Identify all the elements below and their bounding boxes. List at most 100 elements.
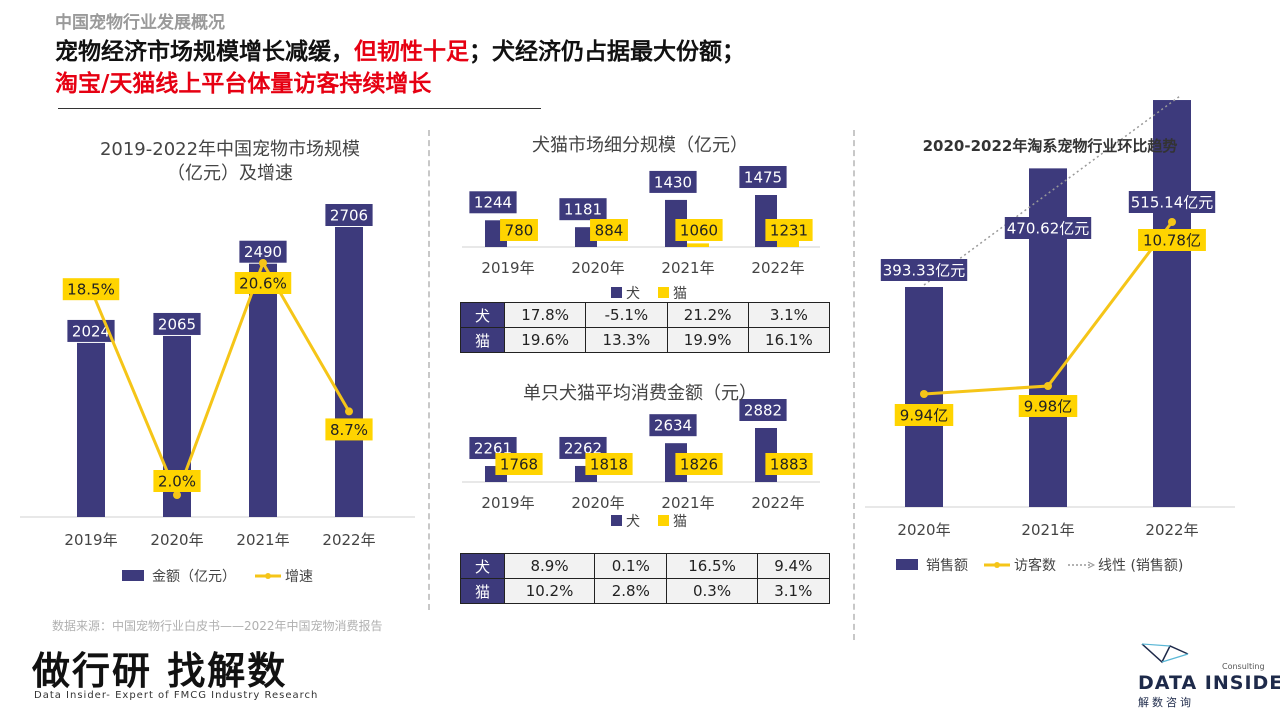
chart2-dog-label-3: 1475 (744, 168, 782, 186)
table-cell: 10.2% (503, 578, 596, 604)
table-cell: 19.9% (666, 327, 749, 353)
chart1-bar-label-2-box (239, 240, 287, 263)
chart6-bar-label-1-box (1004, 217, 1092, 239)
chart1-tick-1: 2020年 (150, 531, 203, 549)
chart4-dog-label-3-box (739, 399, 787, 421)
chart6-bar-label-0-box (880, 259, 968, 281)
chart6-legend-trend: 线性 (销售额) (1098, 558, 1183, 574)
divider-right (853, 130, 855, 640)
chart4-tick-3: 2022年 (751, 494, 804, 512)
avg-spend-growth-table: 犬 8.9% 0.1% 16.5% 9.4% 猫 10.2% 2.8% 0.3% 3.1% (460, 553, 831, 604)
chart4-cat-label-1: 1818 (590, 455, 628, 473)
table-cell: 19.6% (503, 327, 587, 353)
chart1-legend-amount-swatch (122, 570, 144, 581)
chart4-legend-dog-swatch (611, 515, 622, 526)
data-source-note: 数据来源：中国宠物行业白皮书——2022年中国宠物消费报告 (52, 619, 383, 633)
table-cell: 17.8% (503, 302, 587, 328)
chart4-dog-label-2-box (649, 414, 697, 437)
chart1-growth-label-2: 20.6% (239, 274, 287, 292)
chart1-growth-line (89, 259, 351, 500)
table-cell: 13.3% (585, 327, 668, 353)
table-cell: 0.3% (666, 578, 758, 604)
chart1-tick-2: 2021年 (236, 531, 289, 549)
chart2-dog-label-0-box (469, 191, 517, 214)
table-row-label: 猫 (460, 327, 505, 353)
chart2-dog-label-3-box (739, 166, 787, 188)
chart6-visitor-point-0 (920, 390, 928, 398)
chart1-bar-label-3-box (325, 204, 373, 226)
chart4-dog-label-0: 2261 (474, 439, 512, 457)
chart1-legend-amount: 金额（亿元） (152, 569, 236, 585)
chart4-dog-label-3: 2882 (744, 401, 782, 419)
table-row-label: 犬 (460, 302, 505, 328)
table-row: 犬 17.8% -5.1% 21.2% 3.1% (460, 302, 831, 328)
dog-cat-growth-table: 犬 17.8% -5.1% 21.2% 3.1% 猫 19.6% 13.3% 19.9% 16.1… (460, 302, 831, 353)
chart1-legend-growth: 增速 (285, 569, 313, 585)
table-cell: 3.1% (756, 578, 831, 604)
chart2-legend-cat: 猫 (673, 286, 687, 302)
title-part-a: 宠物经济市场规模增长减缓， (55, 39, 354, 65)
table-row: 猫 10.2% 2.8% 0.3% 3.1% (460, 578, 831, 604)
logo-consulting-text: Consulting (1222, 662, 1265, 671)
chart4-legend-cat: 猫 (673, 514, 687, 530)
chart4-cat-label-0: 1768 (500, 455, 538, 473)
page-title-line1: 宠物经济市场规模增长减缓，但韧性十足；犬经济仍占据最大份额； (55, 32, 745, 66)
chart4-legend-dog: 犬 (626, 514, 640, 530)
chart4-dog-label-2: 2634 (654, 417, 692, 435)
chart6-bar-label-2-box (1128, 191, 1216, 213)
chart2-tick-2: 2021年 (661, 259, 714, 277)
chart1-bar-label-3: 2706 (330, 206, 368, 224)
chart2-cat-label-0: 780 (505, 221, 534, 239)
logo-cn-text: 解数咨询 (1138, 696, 1194, 709)
chart4-tick-0: 2019年 (481, 494, 534, 512)
title-part-c: ；犬经济仍占据最大份额； (469, 39, 745, 65)
chart2-cat-label-2: 1060 (680, 221, 718, 239)
chart1-bar-2019年 (77, 342, 105, 517)
chart2-cat-label-3: 1231 (770, 221, 808, 239)
page-title-line2: 淘宝/天猫线上平台体量访客持续增长 (55, 64, 431, 98)
chart1-growth-point-2 (259, 259, 267, 267)
chart6-visitor-label-0-box (894, 404, 954, 426)
chart1-growth-label-3-box (325, 418, 373, 441)
chart6-title: 2020-2022年淘系宠物行业环比趋势 (922, 137, 1178, 155)
table-cell: 0.1% (594, 553, 668, 579)
section-label: 中国宠物行业发展概况 (55, 13, 225, 33)
chart4-cat-label-2-box (675, 453, 723, 475)
chart6-visitor-label-2-box (1138, 229, 1206, 251)
table-row: 猫 19.6% 13.3% 19.9% 16.1% (460, 327, 831, 353)
table-cell: 21.2% (666, 302, 749, 328)
chart6-legend-sales: 销售额 (926, 558, 968, 574)
chart6-legend-trend-swatch-arrow (1087, 561, 1096, 569)
chart1-bar-label-0: 2024 (72, 322, 110, 340)
chart6-legend-visitors-swatch-dot (994, 562, 1000, 568)
chart2-cat-label-1-box (590, 219, 628, 241)
chart1-growth-label-3: 8.7% (330, 421, 368, 439)
table-cell: 3.1% (747, 302, 831, 328)
table-row-label: 犬 (460, 553, 505, 579)
logo-main-text: DATA INSIDER (1138, 672, 1280, 694)
chart2-title: 犬猫市场细分规模（亿元） (532, 135, 748, 156)
chart6-visitor-point-1 (1044, 382, 1052, 390)
chart2-legend-dog: 犬 (626, 286, 640, 302)
chart6-visitor-point-2 (1168, 218, 1176, 226)
chart4-title: 单只犬猫平均消费金额（元） (523, 383, 757, 404)
chart4-cat-label-1-box (585, 453, 633, 475)
chart6-visitor-label-0: 9.94亿 (900, 406, 948, 424)
chart6-visitor-label-1-box (1018, 395, 1078, 417)
table-row-label: 猫 (460, 578, 505, 604)
table-cell: 9.4% (756, 553, 831, 579)
chart1-growth-point-3 (345, 407, 353, 416)
chart1-bar-label-1: 2065 (158, 315, 196, 333)
chart1-growth-point-1 (173, 491, 181, 499)
chart1-growth-label-1-box (153, 470, 201, 492)
chart2-dog-label-1-box (559, 198, 607, 221)
chart6-tick-2: 2022年 (1145, 521, 1198, 539)
chart4-legend-cat-swatch (658, 515, 669, 526)
chart4-tick-2: 2021年 (661, 494, 714, 512)
chart2-tick-3: 2022年 (751, 259, 804, 277)
chart2-cat-label-1: 884 (595, 221, 624, 239)
chart6-legend-sales-swatch (896, 559, 918, 570)
chart2-legend-dog-swatch (611, 287, 622, 298)
chart6-visitor-label-1: 9.98亿 (1024, 397, 1072, 415)
